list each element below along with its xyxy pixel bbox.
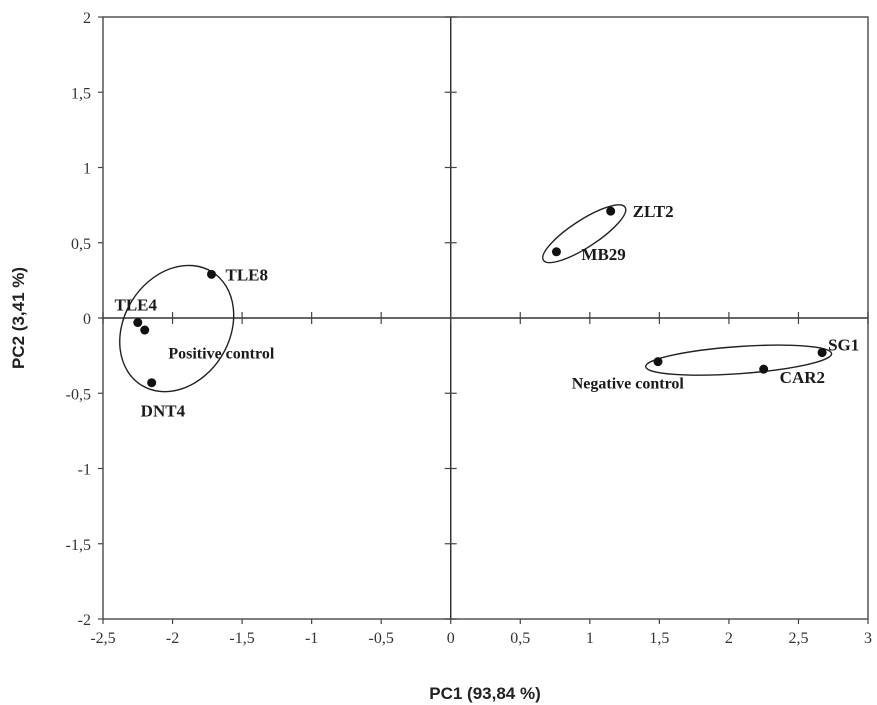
y-tick-label: 1 bbox=[83, 161, 91, 178]
point-label: ZLT2 bbox=[633, 202, 674, 221]
point-label: CAR2 bbox=[780, 368, 825, 387]
group-label: Positive control bbox=[168, 346, 274, 363]
groups-layer bbox=[119, 204, 833, 393]
x-axis-title: PC1 (93,84 %) bbox=[429, 684, 541, 703]
data-point bbox=[759, 364, 769, 374]
y-tick-label: -1,5 bbox=[66, 537, 91, 554]
axes-layer bbox=[103, 17, 868, 619]
x-tick-label: 2 bbox=[725, 630, 733, 647]
points-layer bbox=[133, 206, 827, 388]
x-tick-label: -2,5 bbox=[90, 630, 115, 647]
y-tick-label: -1 bbox=[78, 462, 91, 479]
data-point bbox=[606, 206, 616, 216]
x-tick-label: 1 bbox=[586, 630, 594, 647]
data-point bbox=[817, 348, 827, 358]
ticks-layer: -2,5 -2 -1,5 -1 -0,5 0 0,5 1 1,5 2 2,5 3-2-1,5-1-0,… bbox=[66, 10, 872, 647]
data-point bbox=[133, 318, 143, 328]
x-tick-label: 2,5 bbox=[788, 630, 808, 647]
point-label: TLE4 bbox=[115, 296, 158, 315]
data-point bbox=[551, 247, 561, 257]
x-tick-label: 1,5 bbox=[649, 630, 669, 647]
point-label: SG1 bbox=[828, 336, 859, 355]
data-point bbox=[147, 378, 157, 388]
y-tick-label: 2 bbox=[83, 10, 91, 27]
y-tick-label: 0 bbox=[83, 311, 91, 328]
data-point bbox=[653, 357, 663, 367]
y-tick-label: 1,5 bbox=[71, 85, 91, 102]
y-tick-label: -2 bbox=[78, 612, 91, 629]
y-tick-label: 0,5 bbox=[71, 236, 91, 253]
x-tick-label: -1 bbox=[305, 630, 318, 647]
group-label: Negative control bbox=[572, 376, 685, 393]
group-ellipse bbox=[644, 344, 833, 376]
y-axis-title: PC2 (3,41 %) bbox=[9, 267, 28, 369]
point-label: MB29 bbox=[581, 245, 625, 264]
y-tick-label: -0,5 bbox=[66, 386, 91, 403]
group-ellipse bbox=[542, 204, 627, 264]
x-tick-label: -1,5 bbox=[229, 630, 254, 647]
data-point bbox=[206, 269, 216, 279]
point-label: DNT4 bbox=[141, 402, 186, 421]
x-tick-label: 3 bbox=[864, 630, 872, 647]
x-tick-label: -0,5 bbox=[369, 630, 394, 647]
point-label: TLE8 bbox=[225, 265, 268, 284]
x-tick-label: 0 bbox=[447, 630, 455, 647]
data-point bbox=[140, 325, 150, 335]
x-tick-label: 0,5 bbox=[510, 630, 530, 647]
x-tick-label: -2 bbox=[166, 630, 179, 647]
